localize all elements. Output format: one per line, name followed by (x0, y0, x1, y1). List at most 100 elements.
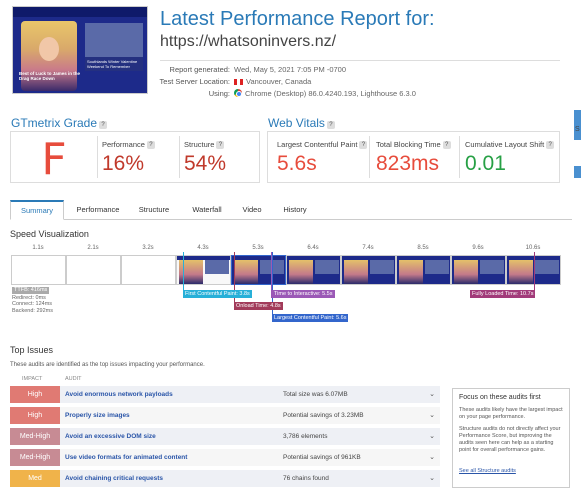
structure-value: 54% (184, 152, 227, 175)
onload-line (234, 252, 235, 310)
lcp-line (272, 252, 273, 322)
issue-row[interactable]: Med Avoid chaining critical requests 76 … (10, 470, 440, 489)
help-icon[interactable]: ? (326, 121, 335, 129)
ttfb-block: TTFB: 416ms Redirect: 0ms Connect: 124ms… (12, 287, 53, 314)
cls-label: Cumulative Layout Shift? (465, 140, 555, 149)
audit-detail: 3,786 elements (283, 433, 328, 440)
impact-badge: High (10, 407, 60, 424)
help-icon[interactable]: ? (216, 141, 225, 149)
audit-name[interactable]: Use video formats for animated content (65, 454, 188, 461)
audit-name[interactable]: Avoid chaining critical requests (65, 475, 164, 482)
help-icon[interactable]: ? (442, 141, 451, 149)
lcp-marker: Largest Contentful Paint: 5.6s (272, 314, 349, 322)
audit-detail: Total size was 6.07MB (283, 391, 348, 398)
filmstrip-frame[interactable] (176, 255, 231, 285)
help-icon[interactable]: ? (546, 141, 555, 149)
focus-title: Focus on these audits first (459, 394, 541, 401)
timeline-tick: 8.5s (417, 245, 429, 251)
focus-text-2: Structure audits do not directly affect … (459, 426, 561, 453)
canada-flag-icon (234, 79, 243, 85)
filmstrip-frame[interactable] (231, 255, 286, 285)
audit-column-header: AUDIT (65, 376, 82, 382)
frame-photo-side (535, 260, 559, 274)
meta-value-wrap: Chrome (Desktop) 86.0.4240.193, Lighthou… (234, 88, 416, 99)
timeline-tick: 5.3s (252, 245, 264, 251)
grade-heading-text: GTmetrix Grade (11, 116, 98, 130)
lcp-label: Largest Contentful Paint? (277, 140, 368, 149)
issue-row[interactable]: High Avoid enormous network payloads Tot… (10, 386, 440, 405)
tab-summary[interactable]: Summary (10, 200, 64, 220)
ttfb-backend: Backend: 292ms (12, 307, 53, 314)
side-widget-label: S (575, 126, 580, 133)
divider (97, 136, 98, 178)
fcp-line (183, 252, 184, 298)
help-icon[interactable]: ? (146, 141, 155, 149)
onload-marker: Onload Time: 4.8s (234, 302, 283, 310)
frame-photo-side (480, 260, 504, 274)
impact-badge: Med-High (10, 428, 60, 445)
timeline-tick: 2.1s (87, 245, 99, 251)
timeline-tick: 4.3s (197, 245, 209, 251)
filmstrip-frame[interactable] (451, 255, 506, 285)
frame-photo-side (205, 260, 229, 274)
audit-name[interactable]: Avoid an excessive DOM size (65, 433, 156, 440)
audit-detail: Potential savings of 961KB (283, 454, 361, 461)
chevron-down-icon[interactable]: ⌄ (429, 412, 435, 419)
frame-photo (399, 260, 423, 284)
focus-audits-panel: Focus on these audits first These audits… (452, 388, 570, 488)
issue-row[interactable]: Med-High Use video formats for animated … (10, 449, 440, 468)
side-widget[interactable] (574, 110, 581, 140)
divider (369, 136, 370, 178)
issue-row[interactable]: Med-High Avoid an excessive DOM size 3,7… (10, 428, 440, 447)
divider (459, 136, 460, 178)
filmstrip-frame[interactable] (341, 255, 396, 285)
meta-value-wrap: Vancouver, Canada (234, 76, 311, 87)
filmstrip-frame[interactable] (396, 255, 451, 285)
chevron-down-icon[interactable]: ⌄ (429, 433, 435, 440)
grade-heading: GTmetrix Grade? (11, 116, 108, 130)
tti-marker: Time to Interactive: 5.5s (272, 290, 335, 298)
meta-value: Wed, May 5, 2021 7:05 PM -0700 (234, 65, 347, 74)
help-icon[interactable]: ? (359, 141, 368, 149)
structure-audits-link[interactable]: See all Structure audits (459, 468, 516, 474)
side-widget-button[interactable] (574, 166, 581, 178)
divider (179, 136, 180, 178)
report-url[interactable]: https://whatsoninvers.nz/ (160, 33, 337, 50)
audit-name[interactable]: Properly size images (65, 412, 130, 419)
frame-photo (509, 260, 533, 284)
thumb-navbar (13, 7, 147, 17)
chevron-down-icon[interactable]: ⌄ (429, 454, 435, 461)
page-screenshot-thumbnail[interactable]: Best of Luck to James in the Drag Race D… (12, 6, 148, 94)
structure-label: Structure? (184, 140, 225, 149)
filmstrip-frame[interactable] (66, 255, 121, 285)
meta-label: Report generated: (169, 65, 230, 74)
impact-badge: High (10, 386, 60, 403)
filmstrip-frame[interactable] (121, 255, 176, 285)
structure-label-text: Structure (184, 140, 215, 149)
audit-name[interactable]: Avoid enormous network payloads (65, 391, 173, 398)
tab-performance[interactable]: Performance (76, 205, 120, 214)
tab-structure[interactable]: Structure (138, 205, 170, 214)
cls-label-text: Cumulative Layout Shift (465, 140, 545, 149)
frame-photo (344, 260, 368, 284)
meta-using: Using: Chrome (Desktop) 86.0.4240.193, L… (150, 88, 530, 99)
header-divider (160, 60, 560, 61)
performance-label-text: Performance (102, 140, 145, 149)
thumb-side-photo (85, 23, 143, 61)
filmstrip-frame[interactable] (506, 255, 561, 285)
chevron-down-icon[interactable]: ⌄ (429, 475, 435, 482)
fully-loaded-marker: Fully Loaded Time: 10.7s (470, 290, 536, 298)
tab-waterfall[interactable]: Waterfall (192, 205, 222, 214)
tab-history[interactable]: History (283, 205, 307, 214)
filmstrip-frame[interactable] (11, 255, 66, 285)
tab-video[interactable]: Video (242, 205, 262, 214)
issue-row[interactable]: High Properly size images Potential savi… (10, 407, 440, 426)
grade-letter: F (41, 134, 67, 185)
help-icon[interactable]: ? (99, 121, 108, 129)
chevron-down-icon[interactable]: ⌄ (429, 391, 435, 398)
filmstrip-frame[interactable] (286, 255, 341, 285)
thumb-caption-side: Southlands Winter Valentine Weekend To R… (87, 59, 138, 69)
timeline-tick: 1.1s (32, 245, 44, 251)
meta-value: Vancouver, Canada (246, 77, 312, 86)
